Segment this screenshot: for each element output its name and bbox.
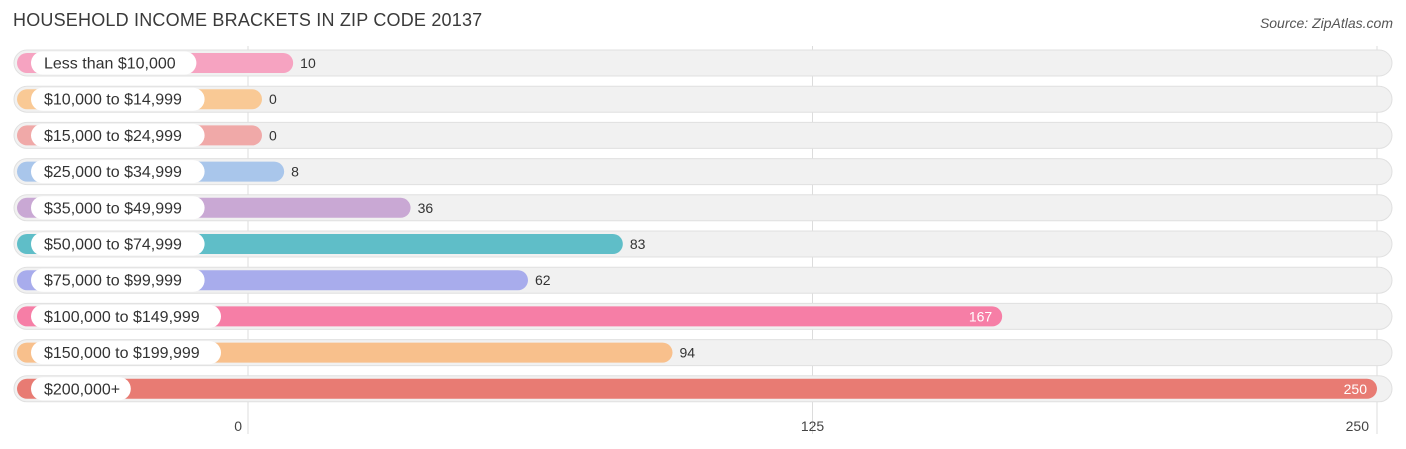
value-label: 83 xyxy=(630,236,646,252)
category-label-pill xyxy=(31,341,221,365)
value-label: 167 xyxy=(969,308,993,324)
value-label: 62 xyxy=(535,272,551,288)
category-label-pill xyxy=(31,304,221,328)
category-label-pill xyxy=(31,196,205,220)
x-tick-label: 0 xyxy=(234,418,242,434)
category-label-pill xyxy=(31,232,205,256)
category-label: $50,000 to $74,999 xyxy=(44,237,182,254)
category-label: $75,000 to $99,999 xyxy=(44,273,182,290)
source-note: Source: ZipAtlas.com xyxy=(1259,15,1393,31)
category-label: $25,000 to $34,999 xyxy=(44,164,182,181)
x-tick-label: 250 xyxy=(1346,418,1370,434)
bar-track xyxy=(13,85,1393,113)
category-label-pill xyxy=(31,51,197,75)
bar-track xyxy=(13,49,1393,77)
category-label-pill xyxy=(31,377,131,401)
value-label: 0 xyxy=(269,127,277,143)
value-label: 36 xyxy=(418,200,434,216)
category-label: $100,000 to $149,999 xyxy=(44,309,200,326)
bar xyxy=(17,306,1003,327)
category-label: $200,000+ xyxy=(44,381,120,398)
bar-track xyxy=(13,158,1393,186)
category-label-pill xyxy=(31,123,205,147)
category-label: Less than $10,000 xyxy=(44,56,176,73)
value-label: 0 xyxy=(269,91,277,107)
category-label: $15,000 to $24,999 xyxy=(44,128,182,145)
chart-title: HOUSEHOLD INCOME BRACKETS IN ZIP CODE 20… xyxy=(13,10,483,30)
category-label: $35,000 to $49,999 xyxy=(44,200,182,217)
category-label: $10,000 to $14,999 xyxy=(44,92,182,109)
bar xyxy=(17,378,1377,399)
value-label: 8 xyxy=(291,164,299,180)
category-label: $150,000 to $199,999 xyxy=(44,345,200,362)
category-label-pill xyxy=(31,268,205,292)
value-label: 94 xyxy=(680,345,696,361)
value-label: 250 xyxy=(1344,381,1368,397)
category-label-pill xyxy=(31,87,205,111)
category-label-pill xyxy=(31,160,205,184)
x-tick-label: 125 xyxy=(801,418,825,434)
value-label: 10 xyxy=(300,55,316,71)
bar-track xyxy=(13,121,1393,149)
